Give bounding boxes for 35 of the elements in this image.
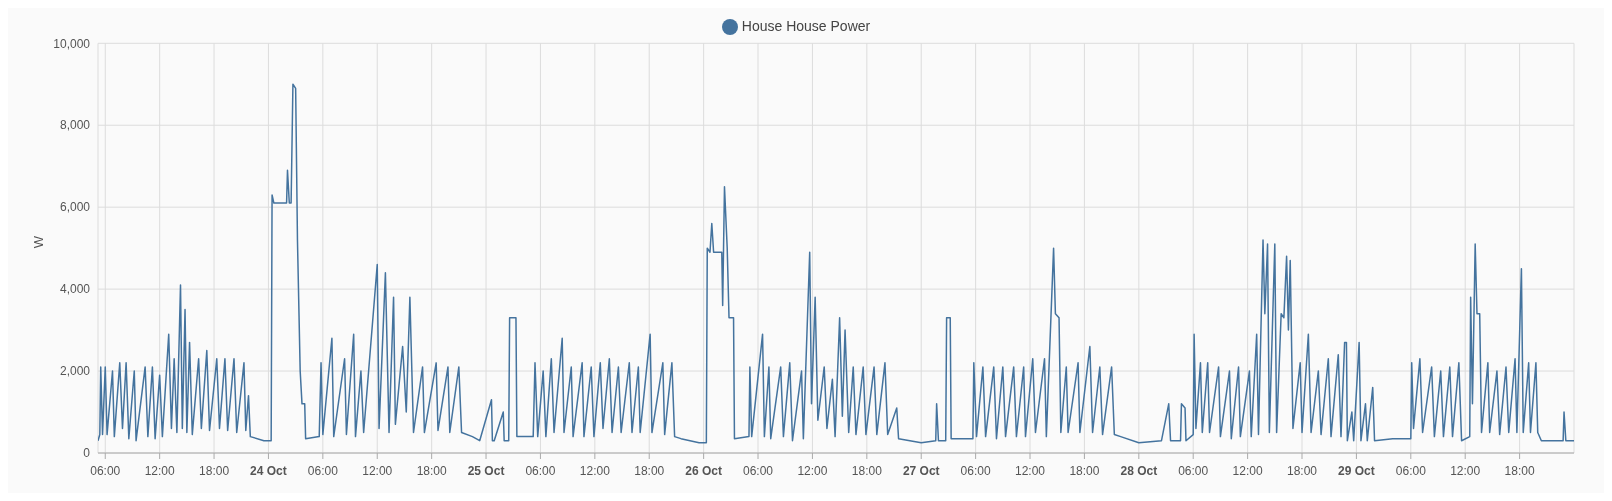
x-tick-label: 12:00 (1232, 464, 1263, 478)
x-tick-label: 12:00 (1015, 464, 1046, 478)
x-tick-label: 06:00 (960, 464, 991, 478)
x-tick-label: 12:00 (579, 464, 611, 478)
x-tick-label: 27 Oct (902, 464, 940, 478)
x-tick-label: 06:00 (525, 464, 556, 478)
x-tick-label: 24 Oct (250, 464, 287, 478)
y-tick-label: 0 (83, 446, 91, 461)
y-tick-label: 2,000 (59, 364, 91, 379)
x-tick-label: 12:00 (797, 464, 828, 478)
y-axis-title: W (30, 235, 46, 249)
x-tick-label: 12:00 (1450, 464, 1481, 478)
x-tick-label: 18:00 (416, 464, 447, 478)
x-tick-label: 06:00 (1395, 464, 1427, 478)
x-tick-label: 25 Oct (467, 464, 505, 478)
x-tick-label: 18:00 (851, 464, 883, 478)
x-tick-label: 12:00 (362, 464, 393, 478)
x-tick-label: 28 Oct (1120, 464, 1158, 478)
x-tick-label: 12:00 (144, 464, 175, 478)
x-tick-label: 18:00 (634, 464, 665, 478)
x-tick-label: 26 Oct (685, 464, 722, 478)
x-tick-label: 18:00 (1286, 464, 1318, 478)
y-tick-label: 10,000 (53, 36, 91, 51)
x-tick-label: 29 Oct (1338, 464, 1375, 478)
x-tick-label: 06:00 (307, 464, 339, 478)
y-tick-label: 4,000 (59, 282, 91, 297)
x-tick-label: 18:00 (1069, 464, 1100, 478)
legend-label: House House Power (741, 18, 871, 34)
y-tick-label: 8,000 (59, 118, 91, 133)
x-tick-label: 06:00 (743, 464, 774, 478)
x-tick-label: 06:00 (90, 464, 121, 478)
x-tick-label: 06:00 (1178, 464, 1209, 478)
y-tick-label: 6,000 (59, 200, 91, 215)
x-tick-label: 18:00 (1504, 464, 1535, 478)
x-tick-label: 18:00 (199, 464, 230, 478)
